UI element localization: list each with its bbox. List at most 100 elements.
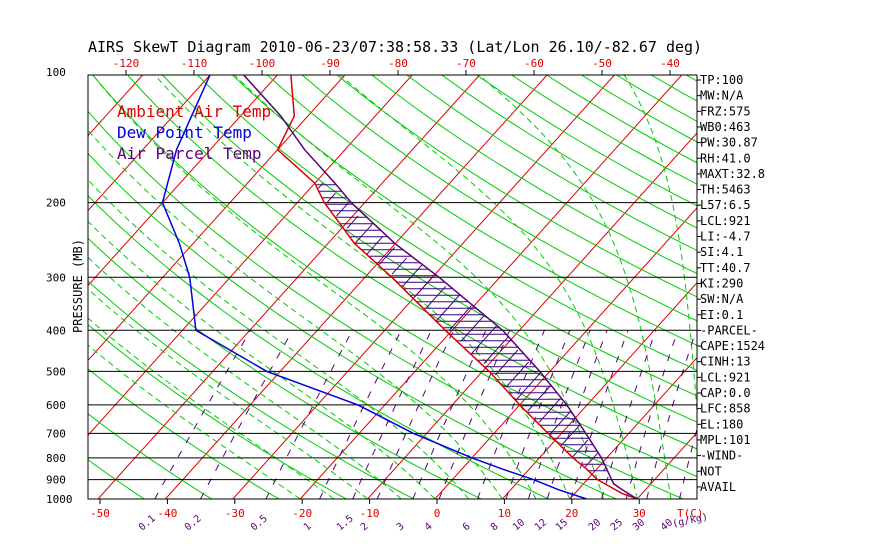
index-entry: PW:30.87 (700, 136, 758, 150)
isotherm--60 (88, 75, 413, 436)
dry-adiabat-530 (826, 75, 870, 499)
moist-adiabat-20 (154, 75, 571, 499)
cape-hatch-vertical (549, 410, 572, 435)
dry-adiabat-520 (791, 75, 870, 499)
pressure-label-600: 600 (46, 399, 66, 412)
mixing-ratio-line (601, 330, 657, 499)
moist-adiabat-25 (234, 75, 604, 499)
dry-adiabat-320 (92, 75, 697, 478)
dry-adiabat-lines (88, 75, 870, 499)
cape-hatch-vertical (366, 235, 384, 255)
air-parcel-line (243, 75, 638, 499)
mixing-ratio-line (200, 330, 293, 499)
dry-adiabat-230 (88, 459, 145, 499)
index-entry: LI:-4.7 (700, 230, 751, 244)
index-entry: MAXT:32.8 (700, 167, 765, 181)
top-temp-label: -70 (456, 57, 476, 70)
top-temperature-tick-labels: -120 -110 -100 -90 -80 -70 -60 -50 -40 (113, 57, 680, 70)
y-axis-label: PRESSURE (MB) (71, 239, 85, 333)
isotherm--80 (88, 75, 278, 287)
dry-adiabat-480 (651, 75, 697, 102)
index-entry: -PARCEL- (700, 323, 758, 337)
dry-adiabat-280 (88, 237, 482, 499)
cape-hatch-vertical (495, 349, 519, 376)
moist-adiabat-30 (339, 75, 638, 499)
index-entry: NOT (700, 464, 722, 478)
index-entry: AVAIL (700, 480, 736, 494)
moist-adiabat-0 (88, 220, 436, 499)
dry-adiabat-400 (371, 75, 697, 275)
ambient-temperature-line (276, 75, 638, 499)
top-temp-label: -100 (249, 57, 276, 70)
dry-adiabat-270 (88, 280, 415, 499)
index-entry: CAP:0.0 (700, 386, 751, 400)
mixing-ratio-line (625, 330, 679, 499)
mixing-ratio-label: 10 (511, 517, 527, 533)
dry-adiabat-340 (162, 75, 697, 423)
legend-dew-point-temp: Dew Point Temp (117, 123, 252, 142)
pressure-label-400: 400 (46, 324, 66, 337)
dry-adiabat-300 (88, 152, 617, 499)
mixing-ratio-label: 1.5 (335, 513, 356, 533)
cape-hatch-vertical (572, 439, 589, 458)
cape-hatch-vertical (317, 182, 324, 189)
dry-adiabat-360 (232, 75, 697, 371)
cape-hatch-vertical (336, 202, 349, 217)
dry-adiabat-410 (406, 75, 697, 252)
mixing-ratio-label: 25 (609, 517, 625, 533)
index-entry: TP:100 (700, 73, 743, 87)
bottom-temp-label: 10 (498, 507, 511, 520)
mixing-ratio-label: 2 (359, 521, 371, 533)
mixing-ratio-line (319, 330, 402, 499)
cape-hatch-vertical (413, 276, 433, 298)
moist-adiabat-35 (478, 75, 672, 499)
isotherm--20 (299, 75, 683, 499)
bottom-temp-label: 20 (565, 507, 578, 520)
isotherm-lines (0, 75, 697, 499)
dew-point-line (161, 75, 587, 499)
moist-adiabat-40 (623, 75, 697, 417)
isotherm--10 (367, 132, 697, 499)
axis-ticks (99, 70, 671, 504)
top-temp-label: -90 (320, 57, 340, 70)
mixing-ratio-label: 8 (489, 521, 501, 533)
moist-adiabat-10 (88, 129, 503, 499)
index-entry: EL:180 (700, 417, 743, 431)
cape-hatch-vertical (346, 215, 359, 229)
pressure-label-300: 300 (46, 271, 66, 284)
moist-adiabat--20 (88, 344, 301, 499)
pressure-label-800: 800 (46, 452, 66, 465)
dry-adiabat-370 (266, 75, 697, 346)
dry-adiabat-290 (88, 195, 549, 499)
index-entry: LCL:921 (700, 214, 751, 228)
dry-adiabat-350 (197, 75, 697, 397)
cape-hatch-vertical (470, 325, 498, 355)
moist-adiabat-lines (88, 75, 697, 499)
top-temp-label: -110 (181, 57, 208, 70)
profile-series (161, 75, 638, 499)
index-entry: L57:6.5 (700, 198, 751, 212)
isotherm--70 (88, 75, 346, 362)
dry-adiabat-260 (88, 323, 347, 499)
mixing-ratio-label: 0.1 (137, 513, 158, 533)
legend: Ambient Air Temp Dew Point Temp Air Parc… (117, 102, 271, 163)
bottom-temp-unit: T(C) (677, 507, 704, 520)
isotherm-20 (569, 356, 697, 499)
cape-hatch-vertical (354, 223, 373, 245)
dry-adiabat-250 (88, 368, 280, 499)
index-entry: RH:41.0 (700, 151, 751, 165)
pressure-label-1000: 1000 (46, 493, 73, 506)
bottom-temperature-tick-labels: -50 -40 -30 -20 -10 0 10 20 30 T(C) (90, 507, 703, 520)
isotherm--120 (0, 75, 8, 499)
cape-hatch-vertical (402, 264, 423, 287)
cape-hatch-vertical (505, 361, 530, 388)
moist-adiabat--5 (88, 256, 402, 499)
mixing-ratio-label: 3 (395, 521, 407, 533)
mixing-ratio-label: 20 (587, 517, 603, 533)
isotherm-0 (434, 207, 697, 499)
top-temp-label: -60 (524, 57, 544, 70)
dry-adiabat-380 (301, 75, 697, 322)
cape-hatch-vertical (326, 192, 336, 203)
